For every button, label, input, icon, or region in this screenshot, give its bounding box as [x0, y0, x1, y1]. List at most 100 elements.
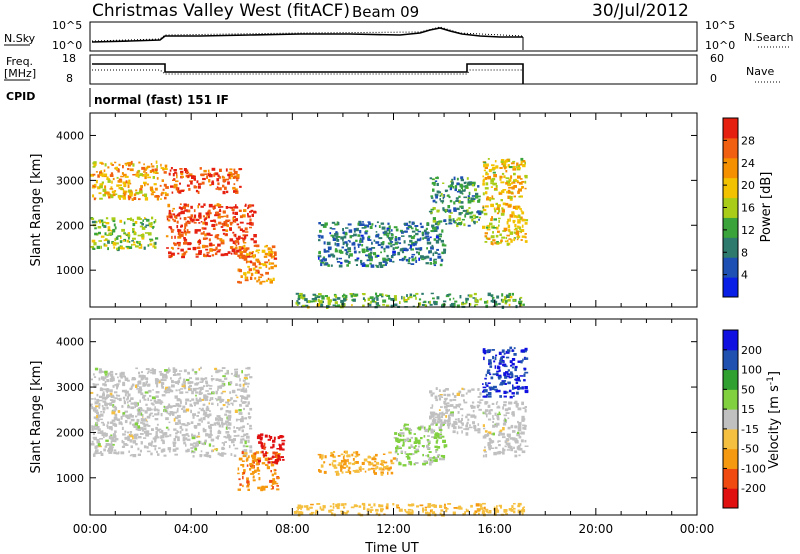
data-cell	[505, 513, 508, 515]
data-cell	[198, 440, 200, 444]
velocity-y-label: Slant Range [km]	[29, 361, 44, 474]
data-cell	[456, 177, 459, 181]
data-cell	[338, 249, 342, 253]
data-cell	[371, 223, 374, 226]
data-cell	[511, 186, 515, 190]
data-cell	[382, 303, 385, 306]
data-cell	[365, 230, 369, 232]
data-cell	[168, 450, 171, 453]
data-cell	[135, 189, 138, 192]
data-cell	[398, 242, 402, 245]
data-cell	[212, 227, 216, 230]
data-cell	[505, 371, 509, 374]
x-tick-label: 08:00	[275, 522, 310, 536]
data-cell	[349, 235, 353, 239]
data-cell	[501, 236, 506, 239]
data-cell	[461, 414, 464, 417]
data-cell	[505, 356, 510, 359]
data-cell	[359, 230, 362, 234]
data-cell	[456, 506, 460, 510]
data-cell	[249, 407, 253, 411]
data-cell	[123, 232, 126, 234]
data-cell	[489, 222, 493, 226]
data-cell	[164, 196, 167, 200]
data-cell	[155, 160, 158, 164]
data-cell	[244, 279, 249, 282]
data-cell	[176, 225, 179, 229]
data-cell	[132, 423, 135, 427]
data-cell	[303, 505, 307, 508]
data-cell	[458, 189, 462, 192]
data-cell	[507, 183, 511, 187]
data-cell	[254, 277, 257, 280]
data-cell	[385, 505, 389, 510]
data-cell	[515, 438, 518, 440]
data-cell	[503, 414, 508, 417]
data-cell	[107, 179, 111, 183]
data-cell	[100, 376, 105, 380]
data-cell	[184, 424, 189, 427]
data-cell	[147, 425, 151, 427]
data-cell	[122, 413, 125, 417]
data-cell	[126, 401, 129, 404]
data-cell	[508, 508, 512, 511]
data-cell	[515, 207, 519, 210]
data-cell	[206, 253, 209, 257]
data-cell	[112, 193, 116, 197]
data-cell	[448, 209, 452, 213]
data-cell	[114, 161, 117, 164]
data-cell	[320, 261, 323, 264]
data-cell	[274, 253, 277, 257]
data-cell	[499, 359, 502, 363]
data-cell	[131, 240, 134, 242]
data-cell	[396, 446, 401, 448]
data-cell	[182, 206, 186, 209]
data-cell	[162, 440, 165, 445]
data-cell	[104, 163, 107, 167]
data-cell	[516, 238, 519, 241]
data-cell	[496, 389, 501, 393]
data-cell	[386, 232, 391, 235]
data-cell	[483, 389, 488, 393]
data-cell	[491, 177, 496, 181]
data-cell	[306, 505, 309, 509]
data-cell	[504, 159, 508, 162]
data-cell	[490, 186, 493, 188]
data-cell	[203, 396, 207, 400]
data-cell	[195, 391, 199, 394]
data-cell	[368, 253, 372, 257]
data-cell	[488, 386, 493, 389]
data-cell	[176, 220, 179, 224]
data-cell	[181, 255, 185, 259]
data-cell	[233, 251, 235, 255]
data-cell	[508, 296, 513, 299]
data-cell	[340, 236, 344, 240]
data-cell	[500, 239, 503, 242]
data-cell	[387, 242, 391, 245]
data-cell	[123, 173, 127, 177]
data-cell	[502, 162, 507, 166]
data-cell	[214, 367, 218, 371]
data-cell	[190, 214, 194, 218]
data-cell	[319, 506, 322, 510]
data-cell	[468, 182, 473, 186]
data-cell	[164, 191, 167, 194]
data-cell	[498, 434, 501, 437]
data-cell	[131, 377, 136, 380]
data-cell	[163, 454, 167, 457]
data-cell	[249, 218, 252, 222]
data-cell	[446, 423, 451, 427]
data-cell	[310, 507, 313, 509]
data-cell	[440, 505, 443, 508]
data-cell	[519, 375, 524, 377]
data-cell	[498, 411, 501, 414]
data-cell	[386, 234, 390, 238]
data-cell	[353, 233, 357, 237]
data-cell	[355, 461, 359, 464]
data-cell	[419, 247, 423, 251]
data-cell	[242, 237, 246, 241]
data-cell	[184, 223, 188, 227]
data-cell	[221, 447, 226, 450]
data-cell	[453, 220, 456, 224]
data-cell	[479, 298, 482, 301]
